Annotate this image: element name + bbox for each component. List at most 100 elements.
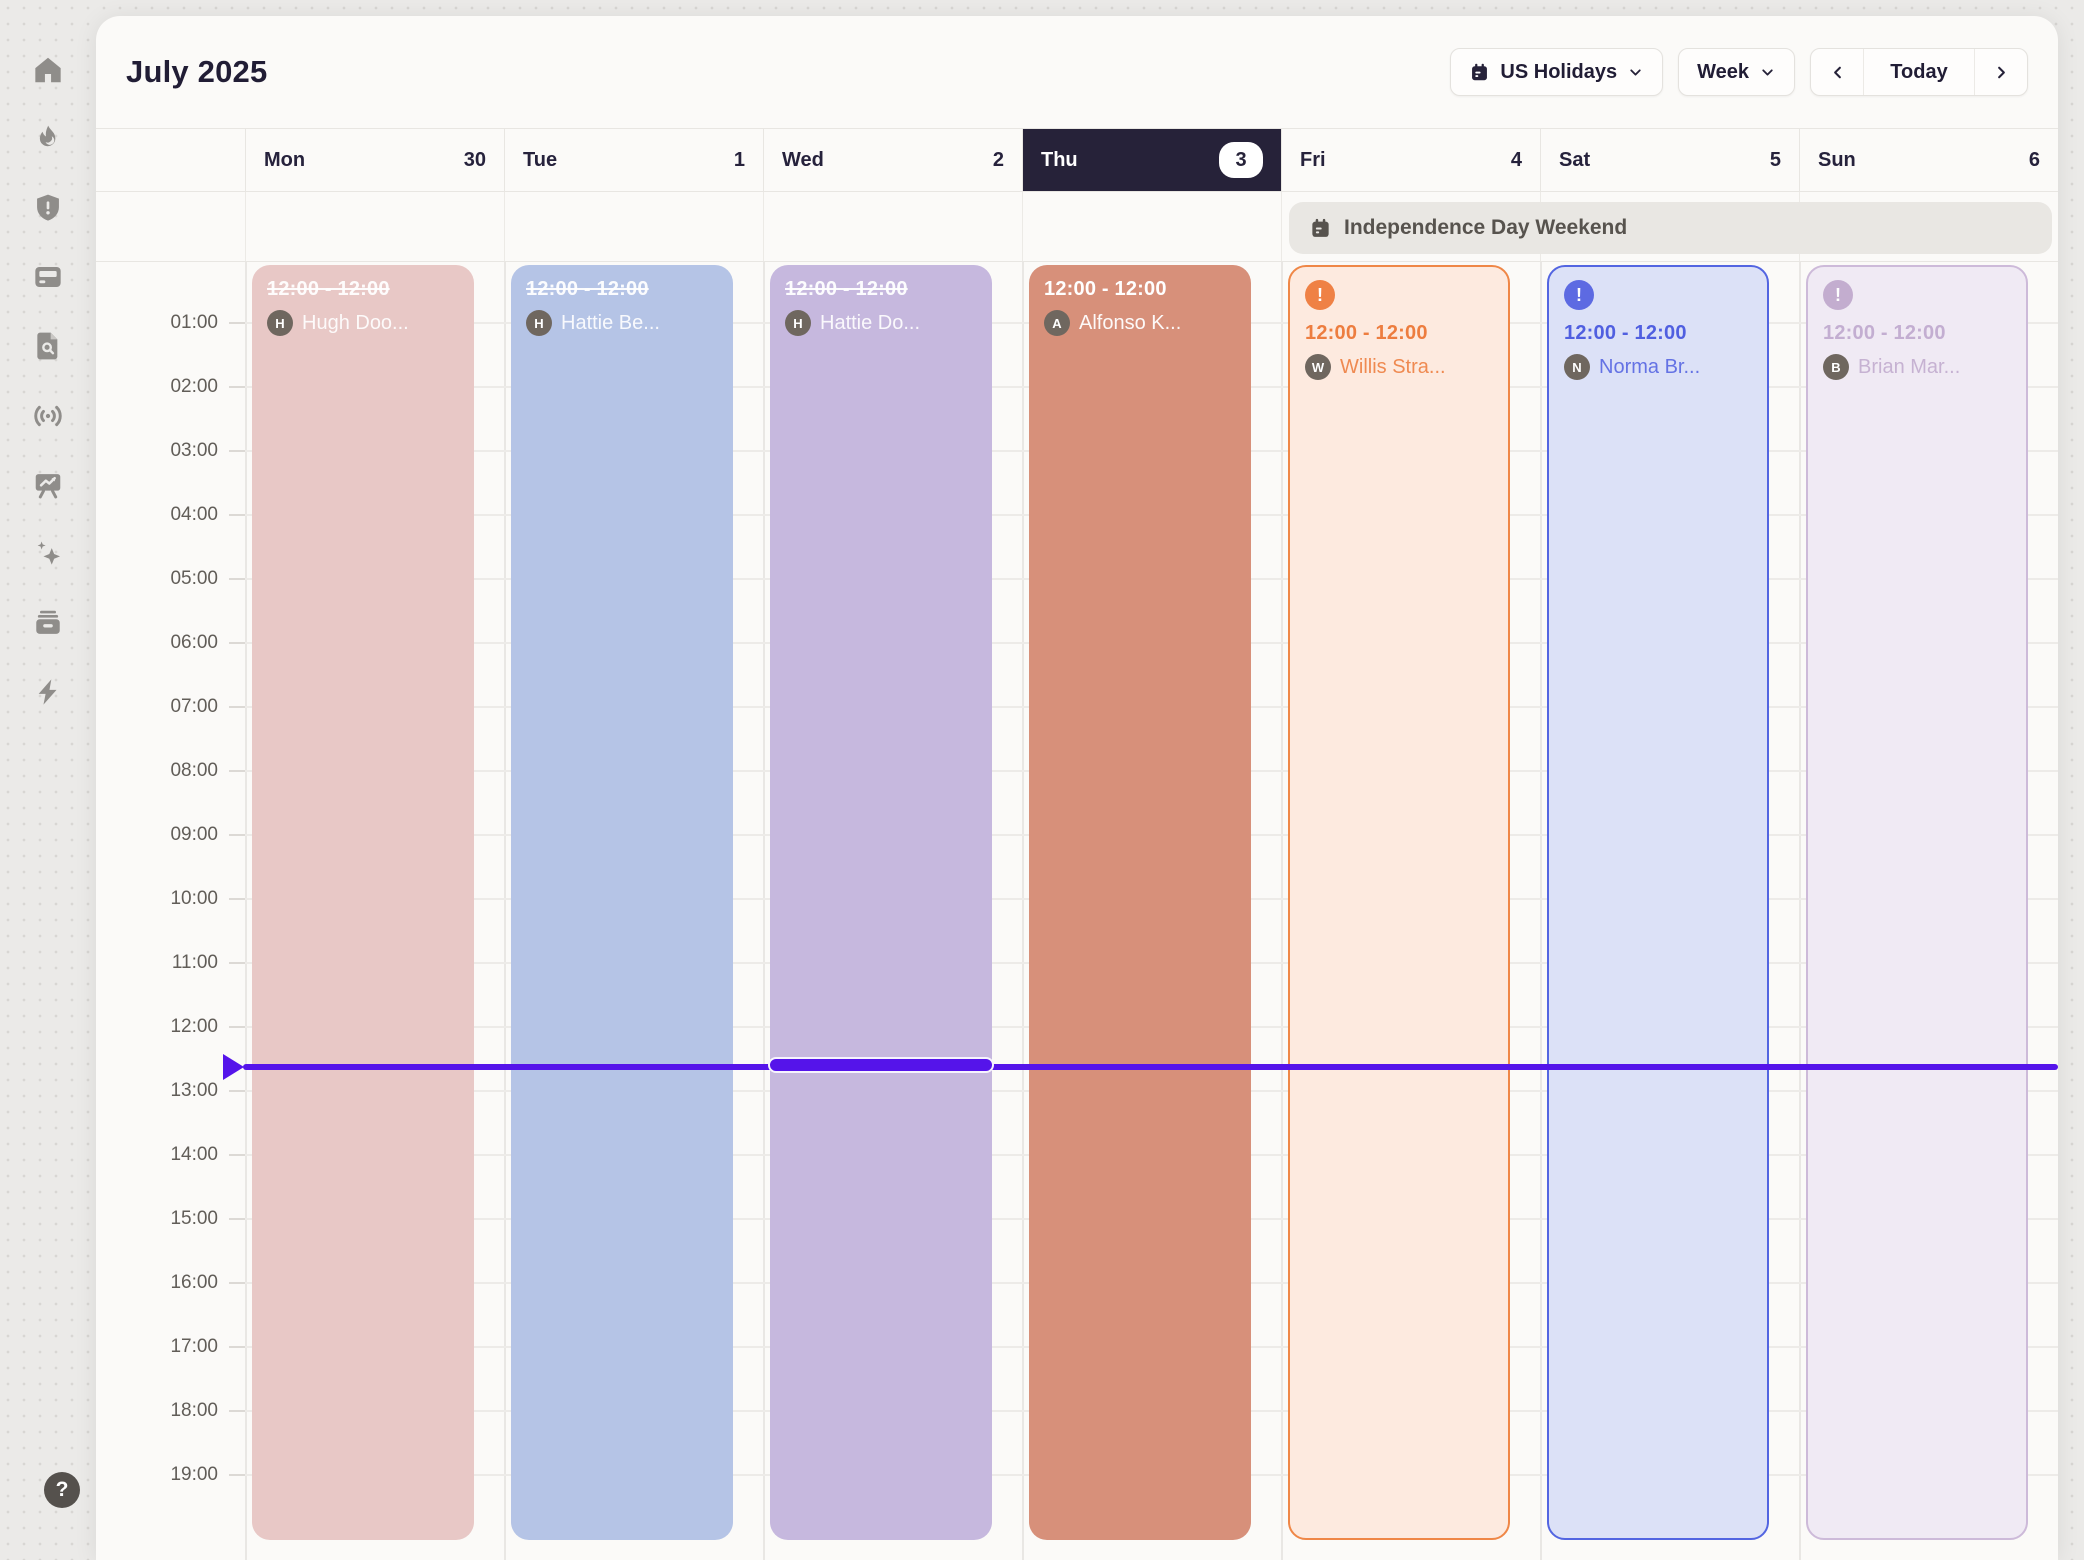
column-separator [1540, 262, 1542, 1560]
sidebar-item-file-search[interactable] [26, 324, 70, 368]
today-button[interactable]: Today [1863, 49, 1975, 95]
archive-icon [36, 610, 60, 634]
time-label: 05:00 [170, 568, 218, 589]
event-fri[interactable]: ! 12:00 - 12:00 W Willis Stra... [1288, 265, 1510, 1540]
event-time: 12:00 - 12:00 [1823, 322, 1946, 344]
day-header-mon[interactable]: Mon 30 [245, 129, 504, 191]
flame-icon [39, 125, 56, 147]
column-separator [1022, 192, 1023, 261]
column-separator [1281, 192, 1282, 261]
event-attendee: Hattie Do... [820, 311, 921, 334]
sidebar-item-security[interactable] [26, 186, 70, 230]
day-header-fri[interactable]: Fri 4 [1281, 129, 1540, 191]
prev-week-button[interactable] [1811, 49, 1863, 95]
page-title: July 2025 [126, 54, 268, 89]
time-label: 07:00 [170, 696, 218, 717]
broadcast-icon [34, 405, 62, 427]
current-time-line-segment [768, 1057, 994, 1073]
chevron-down-icon [1762, 68, 1773, 76]
current-time-line [243, 1064, 2058, 1070]
calendar-filter-button[interactable]: US Holidays [1450, 48, 1664, 96]
event-thu[interactable]: 12:00 - 12:00 A Alfonso K... [1029, 265, 1251, 1540]
time-label: 10:00 [170, 888, 218, 909]
hour-tick [229, 1410, 245, 1412]
sparkles-icon [37, 541, 60, 565]
all-day-event-independence-day-weekend[interactable]: Independence Day Weekend [1289, 202, 2052, 254]
event-attendee: Hattie Be... [561, 311, 660, 334]
sidebar-item-archive[interactable] [26, 601, 70, 645]
time-label: 03:00 [170, 440, 218, 461]
column-separator [763, 192, 764, 261]
hour-tick [229, 1282, 245, 1284]
event-time: 12:00 - 12:00 [1044, 278, 1167, 300]
time-label: 16:00 [170, 1272, 218, 1293]
column-separator [1022, 262, 1024, 1560]
sidebar-item-automations[interactable] [26, 670, 70, 714]
time-label: 17:00 [170, 1336, 218, 1357]
column-separator [504, 262, 506, 1560]
calendar-header: July 2025 US Holidays Week Today [96, 16, 2058, 128]
event-mon[interactable]: 12:00 - 12:00 H Hugh Doo... [252, 265, 474, 1540]
hour-tick [229, 322, 245, 324]
day-header-wed[interactable]: Wed 2 [763, 129, 1022, 191]
day-header-thu-selected[interactable]: Thu 3 [1022, 129, 1281, 191]
sidebar-item-cards[interactable] [26, 255, 70, 299]
hour-tick [229, 1090, 245, 1092]
event-time: 12:00 - 12:00 [267, 278, 390, 300]
sidebar-item-ai[interactable] [26, 532, 70, 576]
all-day-event-title: Independence Day Weekend [1344, 216, 1628, 239]
time-gutter-header [96, 129, 245, 191]
time-label: 09:00 [170, 824, 218, 845]
sidebar-item-reports[interactable] [26, 463, 70, 507]
calendar-icon [1472, 63, 1488, 80]
view-select-label: Week [1697, 60, 1749, 83]
column-separator [245, 192, 246, 261]
hour-tick [229, 898, 245, 900]
sidebar-item-broadcast[interactable] [26, 394, 70, 438]
card-reader-icon [35, 267, 61, 287]
time-label: 08:00 [170, 760, 218, 781]
event-sun[interactable]: ! 12:00 - 12:00 B Brian Mar... [1806, 265, 2028, 1540]
event-sat[interactable]: ! 12:00 - 12:00 N Norma Br... [1547, 265, 1769, 1540]
day-header-row: Mon 30 Tue 1 Wed 2 Thu 3 Fri 4 Sat 5 Sun 6 [96, 128, 2058, 192]
zap-icon [38, 679, 57, 705]
header-controls: US Holidays Week Today [1450, 48, 2028, 96]
sidebar-item-activity[interactable] [26, 117, 70, 161]
sidebar: ? [0, 0, 96, 1560]
avatar: H [526, 310, 552, 336]
column-separator [504, 192, 505, 261]
event-wed[interactable]: 12:00 - 12:00 H Hattie Do... [770, 265, 992, 1540]
view-select-button[interactable]: Week [1678, 48, 1795, 96]
day-header-sun[interactable]: Sun 6 [1799, 129, 2058, 191]
hour-tick [229, 706, 245, 708]
avatar: H [267, 310, 293, 336]
event-time: 12:00 - 12:00 [785, 278, 908, 300]
time-label: 02:00 [170, 376, 218, 397]
event-attendee: Brian Mar... [1858, 355, 1961, 378]
hour-tick [229, 642, 245, 644]
day-header-tue[interactable]: Tue 1 [504, 129, 763, 191]
avatar: A [1044, 310, 1070, 336]
hour-tick [229, 450, 245, 452]
home-icon [35, 57, 61, 83]
calendar-card: July 2025 US Holidays Week Today [96, 16, 2058, 1560]
hour-tick [229, 1154, 245, 1156]
sidebar-item-home[interactable] [26, 48, 70, 92]
column-separator [1799, 262, 1801, 1560]
hour-tick [229, 386, 245, 388]
avatar: H [785, 310, 811, 336]
next-week-button[interactable] [1975, 49, 2027, 95]
time-grid[interactable]: 19:00 18:00 17:00 16:00 15:00 14:00 13:00 12:00… [96, 262, 2058, 1560]
presentation-chart-icon [35, 474, 61, 499]
day-header-sat[interactable]: Sat 5 [1540, 129, 1799, 191]
event-attendee: Norma Br... [1599, 355, 1701, 378]
hour-tick [229, 962, 245, 964]
calendar-filter-label: US Holidays [1500, 60, 1618, 83]
event-time: 12:00 - 12:00 [526, 278, 649, 300]
time-label: 14:00 [170, 1144, 218, 1165]
event-tue[interactable]: 12:00 - 12:00 H Hattie Be... [511, 265, 733, 1540]
selected-date-pill: 3 [1219, 142, 1263, 178]
help-button[interactable]: ? [44, 1472, 80, 1508]
current-time-marker [223, 1054, 244, 1080]
column-separator [1281, 262, 1283, 1560]
